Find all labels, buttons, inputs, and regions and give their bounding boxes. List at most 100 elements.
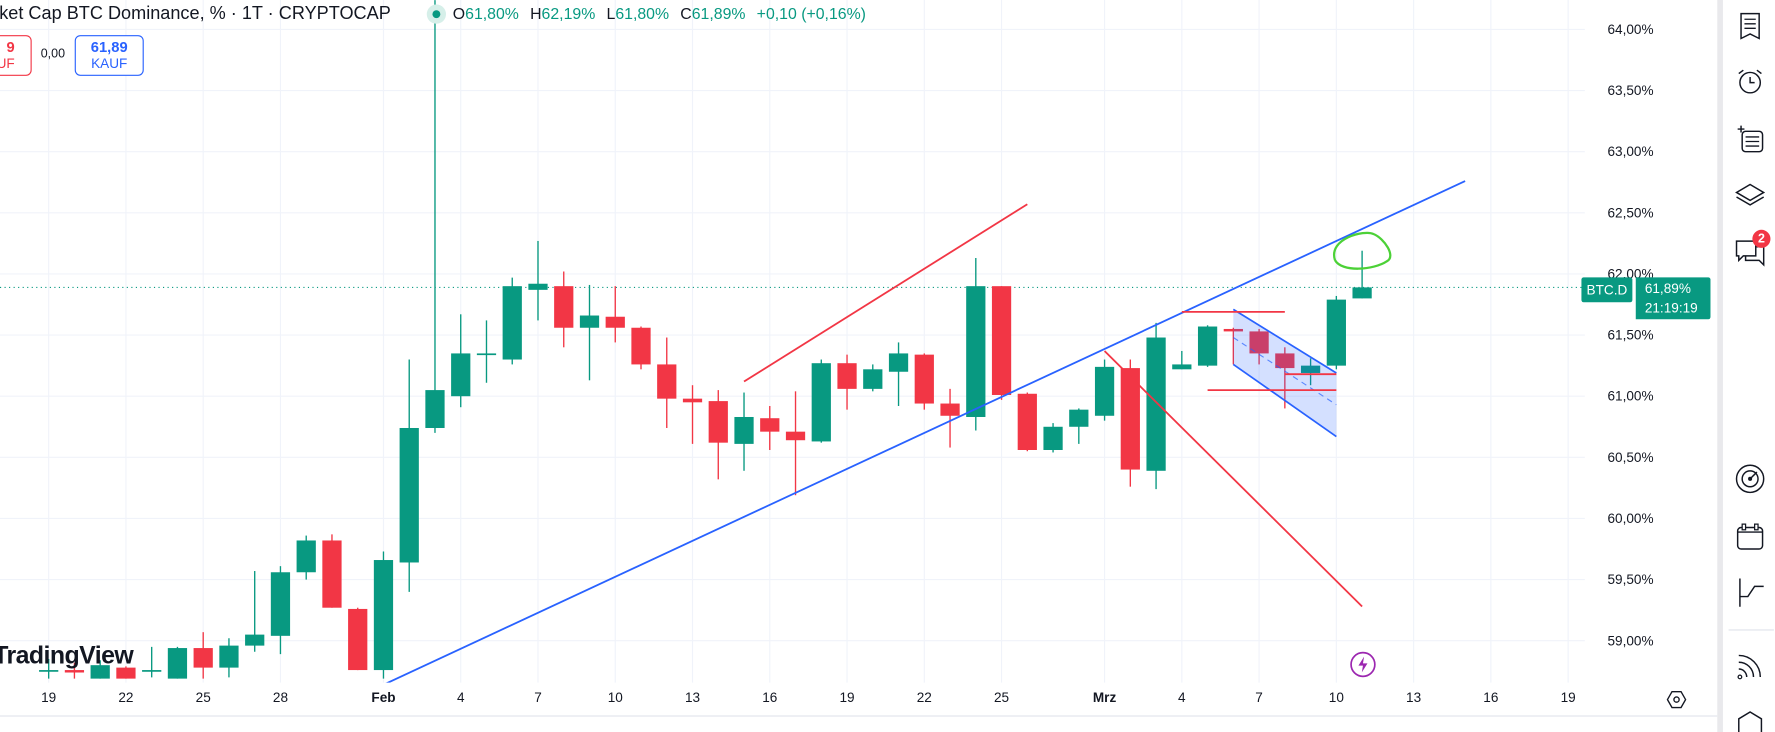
sell-button[interactable]: 9 UF — [0, 35, 32, 76]
candle-body — [167, 648, 188, 679]
candle-body — [193, 648, 213, 668]
candle-body — [1300, 365, 1321, 373]
candle — [64, 662, 85, 679]
toolbar-divider — [1728, 629, 1774, 631]
high-key: H — [530, 4, 542, 23]
candle-body — [1146, 337, 1166, 471]
candle-body — [348, 608, 368, 671]
candle-body — [1249, 331, 1269, 354]
candle — [708, 390, 728, 480]
candle-body — [1069, 409, 1089, 427]
candle — [528, 240, 548, 321]
candle-body — [528, 283, 548, 290]
candle-body — [1094, 366, 1115, 416]
layers-icon[interactable] — [1733, 178, 1767, 212]
flag-channel-bottom-line — [1232, 363, 1337, 438]
price-tick-label: 63,50% — [1607, 82, 1654, 99]
last-price-tag: 61,89% 21:19:19 — [1635, 277, 1711, 320]
drawings[interactable] — [383, 180, 1466, 685]
sell-price: 9 — [6, 38, 15, 56]
candle-body — [322, 540, 342, 608]
price-tick-label: 59,50% — [1607, 571, 1654, 588]
candle-body — [734, 416, 754, 444]
calendar-icon[interactable] — [1733, 520, 1767, 554]
price-tick-label: 60,50% — [1607, 449, 1654, 466]
candle-body — [1275, 353, 1295, 369]
candle — [322, 534, 342, 608]
time-tick-label: 13 — [684, 689, 701, 706]
high-value: 62,19% — [541, 4, 596, 23]
candle-body — [1197, 326, 1218, 366]
candle-body — [760, 418, 780, 432]
highlight-circle — [1333, 231, 1392, 270]
price-tick-label: 61,50% — [1607, 327, 1654, 344]
broadcast-icon[interactable] — [1733, 649, 1767, 683]
ohlc-values: O61,80% H62,19% L61,80% C61,89% +0,10 (+… — [453, 5, 873, 23]
candle-body — [116, 667, 136, 679]
candle-body — [270, 572, 291, 636]
candle — [888, 342, 909, 406]
alert-clock-icon[interactable] — [1733, 65, 1767, 99]
time-tick-label: 25 — [993, 689, 1010, 706]
time-tick-label: 19 — [839, 689, 855, 706]
candle-body — [39, 670, 59, 672]
time-tick-label: Feb — [371, 689, 396, 706]
candle — [296, 535, 316, 580]
candle-body — [966, 286, 986, 417]
symbol-title[interactable]: rket Cap BTC Dominance, % · 1T · CRYPTOC… — [0, 4, 391, 24]
candle — [425, 0, 445, 433]
open-key: O — [452, 4, 466, 23]
market-status-icon[interactable] — [426, 4, 447, 24]
candle-body — [64, 670, 85, 673]
buy-price: 61,89 — [90, 38, 128, 56]
time-tick-label: Mrz — [1092, 689, 1117, 706]
toolbar-separator — [1717, 0, 1723, 732]
price-tick-label: 64,00% — [1607, 21, 1654, 38]
chat-badge: 2 — [1752, 229, 1771, 248]
time-tick-label: 25 — [195, 689, 211, 706]
add-list-icon[interactable] — [1733, 122, 1767, 156]
candle-body — [142, 670, 162, 672]
candle — [631, 326, 651, 370]
candle-body — [245, 634, 265, 646]
candle-body — [708, 401, 728, 443]
candle-body — [1017, 393, 1037, 451]
candle — [1300, 358, 1321, 386]
sell-label: UF — [0, 55, 15, 72]
candles — [39, 0, 1372, 679]
time-tick-label: 13 — [1406, 689, 1422, 706]
candle — [1043, 423, 1063, 453]
candle — [451, 314, 471, 408]
candle — [399, 359, 419, 592]
candle — [348, 607, 368, 671]
price-tick-label: 59,00% — [1607, 632, 1654, 649]
candle — [39, 659, 59, 679]
candle — [142, 646, 162, 678]
buy-button[interactable]: 61,89 KAUF — [74, 35, 144, 76]
candle — [1094, 359, 1115, 421]
candle — [991, 286, 1012, 400]
tradingview-logo[interactable]: TradingView — [0, 640, 134, 670]
low-value: 61,80% — [615, 4, 670, 23]
candle — [1069, 408, 1089, 444]
candle — [219, 638, 239, 678]
options-chart-icon[interactable] — [1733, 575, 1767, 609]
candle-body — [785, 431, 806, 441]
help-icon[interactable] — [1733, 709, 1767, 732]
candle-body — [1043, 426, 1063, 451]
candle — [1197, 325, 1218, 367]
lightning-icon[interactable] — [1349, 651, 1376, 678]
close-key: C — [680, 4, 692, 23]
axis-settings-icon[interactable] — [1666, 690, 1687, 709]
target-icon[interactable] — [1733, 462, 1767, 496]
candle — [863, 364, 883, 392]
candle-body — [1120, 368, 1140, 470]
candle-body — [1172, 364, 1192, 370]
flag-channel-top-line — [1232, 308, 1337, 374]
watchlist-icon[interactable] — [1733, 9, 1767, 43]
candle — [167, 646, 188, 679]
candle-body — [940, 403, 960, 416]
time-tick-label: 10 — [607, 689, 623, 706]
